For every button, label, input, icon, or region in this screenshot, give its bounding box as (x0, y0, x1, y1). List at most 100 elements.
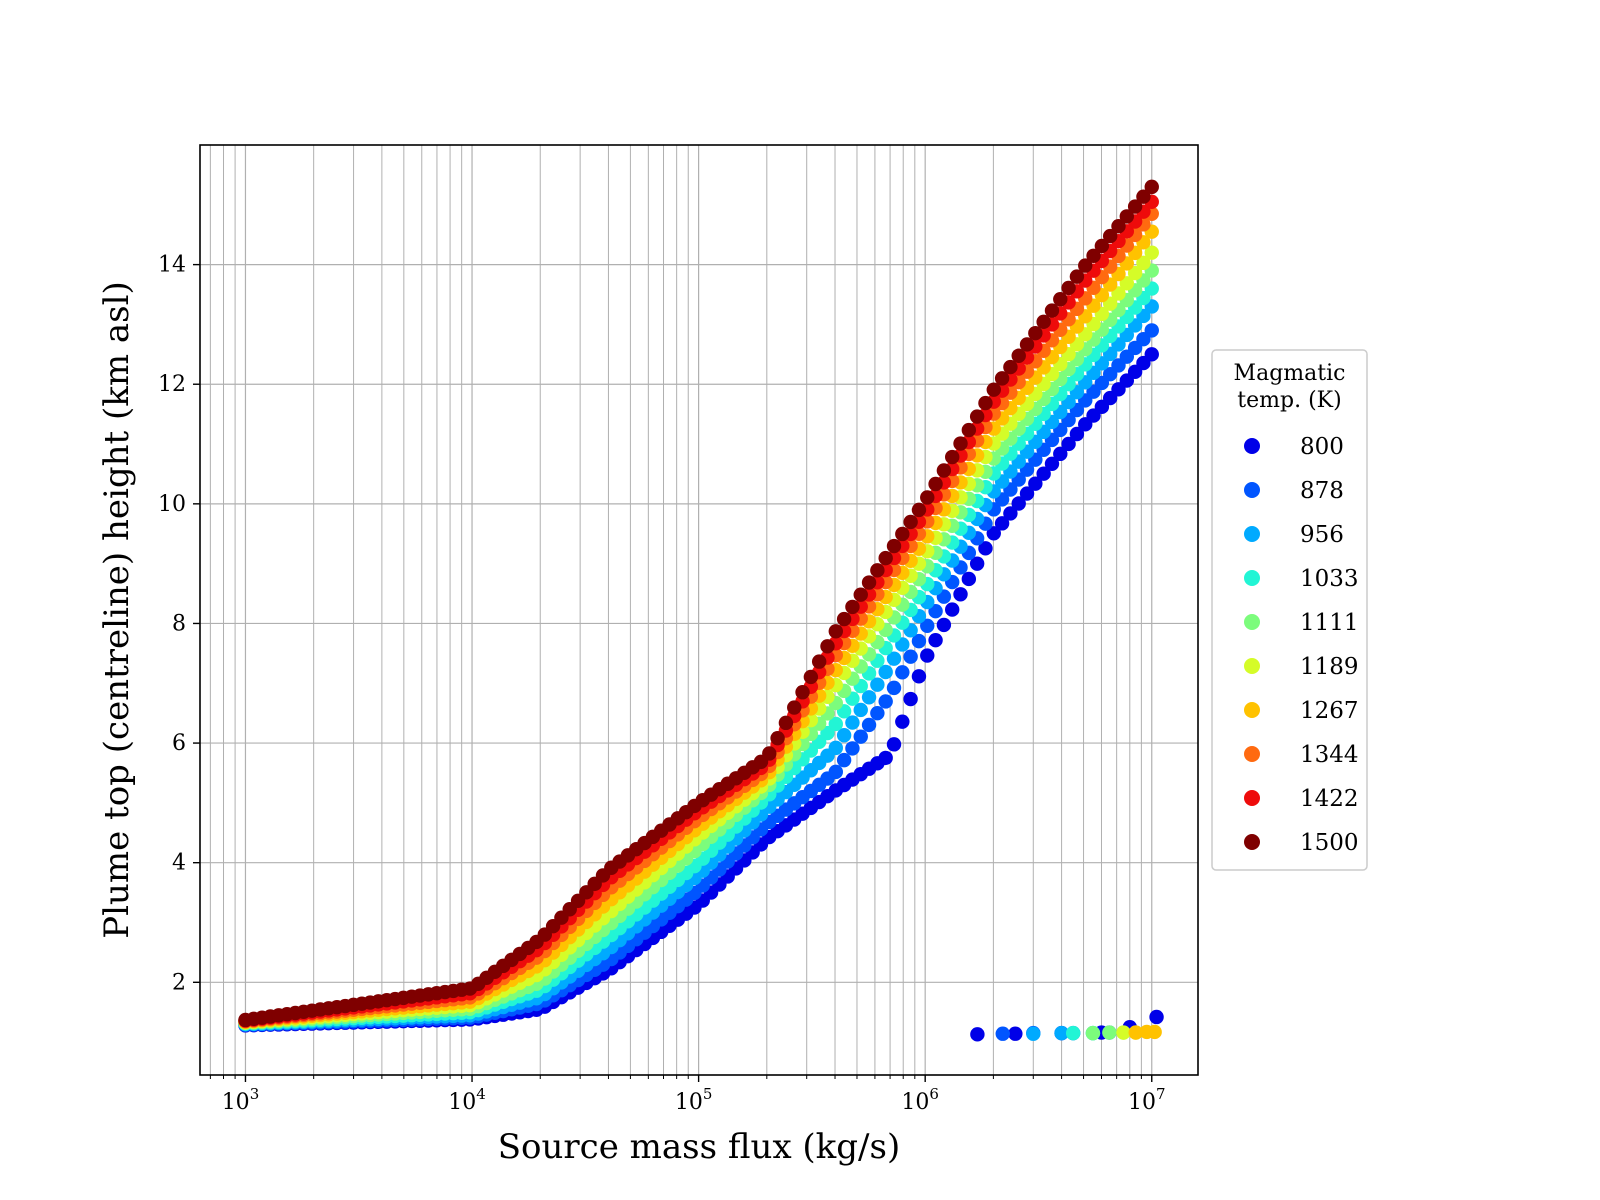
data-point (1061, 436, 1076, 452)
data-point (1011, 348, 1026, 363)
legend: Magmatic temp. (K) 800 878 956 1033 1111 1189… (1211, 349, 1368, 871)
legend-label: 1500 (1300, 830, 1359, 856)
data-point (994, 516, 1010, 531)
data-point (878, 664, 893, 680)
data-point (870, 705, 885, 721)
series-1500 (238, 179, 1159, 1028)
data-point (853, 587, 868, 602)
legend-label: 1189 (1300, 654, 1359, 680)
legend-marker (1244, 482, 1260, 498)
data-point (961, 422, 977, 438)
y-tick-label: 12 (158, 372, 186, 397)
data-point (828, 716, 843, 732)
data-point (895, 665, 910, 680)
data-point (978, 541, 993, 556)
data-point (878, 550, 893, 566)
detached-data-point (1147, 1024, 1162, 1040)
data-point (886, 737, 902, 752)
detached-data-point (1149, 1009, 1164, 1025)
legend-label: 1422 (1300, 786, 1359, 812)
data-point (969, 556, 985, 571)
data-point (1127, 199, 1143, 214)
data-point (1119, 276, 1135, 291)
x-tick-label: 104 (448, 1085, 486, 1115)
data-point (853, 702, 868, 718)
legend-items: 800 878 956 1033 1111 1189 1267 1344 1422 1500 (1244, 434, 1359, 856)
data-point (1144, 179, 1159, 195)
data-point (1044, 303, 1060, 318)
legend-label: 1344 (1300, 742, 1359, 768)
data-point (828, 764, 843, 780)
data-point (928, 633, 943, 648)
detached-data-point (1116, 1025, 1131, 1040)
data-point (803, 669, 819, 685)
data-point (1019, 337, 1035, 352)
legend-marker (1244, 438, 1260, 454)
data-point (878, 694, 893, 709)
detached-data-point (970, 1027, 985, 1042)
data-point (895, 714, 910, 729)
x-tick-label: 106 (901, 1085, 939, 1115)
data-point (1044, 456, 1060, 471)
data-point (986, 382, 1001, 397)
data-point (1127, 265, 1143, 281)
legend-marker (1244, 746, 1260, 762)
y-tick-label: 10 (158, 492, 186, 517)
data-point (778, 715, 794, 731)
data-point (903, 691, 918, 707)
data-point (886, 680, 902, 696)
data-point (878, 750, 893, 766)
y-tick-label: 4 (172, 851, 186, 876)
data-point (853, 729, 868, 744)
data-point (1036, 466, 1051, 481)
data-point (928, 476, 943, 492)
x-tick-label: 105 (675, 1085, 713, 1115)
detached-data-point (1128, 1025, 1143, 1040)
data-point (845, 715, 860, 730)
data-point (936, 463, 952, 478)
legend-title-line2: temp. (K) (1237, 388, 1341, 413)
data-point (1069, 269, 1085, 284)
data-point (1136, 255, 1151, 271)
y-tick-label: 2 (172, 970, 186, 995)
legend-label: 878 (1300, 478, 1344, 504)
data-point (920, 648, 935, 663)
y-tick-label: 14 (158, 253, 186, 278)
detached-data-point (1085, 1025, 1101, 1041)
legend-label: 956 (1300, 522, 1344, 548)
data-point (861, 575, 877, 590)
y-tick-label: 8 (172, 611, 186, 636)
data-point (1144, 245, 1159, 260)
legend-label: 1267 (1300, 698, 1359, 724)
data-point (836, 728, 852, 743)
data-point (836, 611, 852, 627)
legend-label: 1111 (1300, 610, 1359, 636)
grid-lines (200, 145, 1198, 1075)
legend-label: 1033 (1300, 566, 1359, 592)
data-point (920, 490, 935, 505)
data-point (920, 618, 935, 633)
data-point (795, 685, 810, 700)
detached-data-point (1065, 1025, 1081, 1041)
data-point (1028, 325, 1043, 341)
data-point (945, 602, 960, 617)
data-point (994, 371, 1010, 386)
data-points (238, 179, 1164, 1042)
legend-marker (1244, 570, 1260, 586)
data-point (1136, 189, 1151, 204)
y-tick-label: 6 (172, 731, 186, 756)
data-point (1069, 426, 1085, 442)
data-point (1053, 292, 1068, 307)
data-point (936, 617, 952, 633)
data-point (886, 538, 902, 554)
data-point (1102, 228, 1118, 244)
data-point (1053, 446, 1068, 462)
x-tick-label: 107 (1128, 1085, 1166, 1115)
legend-marker (1244, 658, 1260, 674)
data-point (911, 502, 927, 518)
legend-marker (1244, 614, 1260, 630)
detached-data-point (1008, 1026, 1023, 1041)
detached-data-point (1102, 1025, 1117, 1040)
data-point (828, 740, 843, 756)
